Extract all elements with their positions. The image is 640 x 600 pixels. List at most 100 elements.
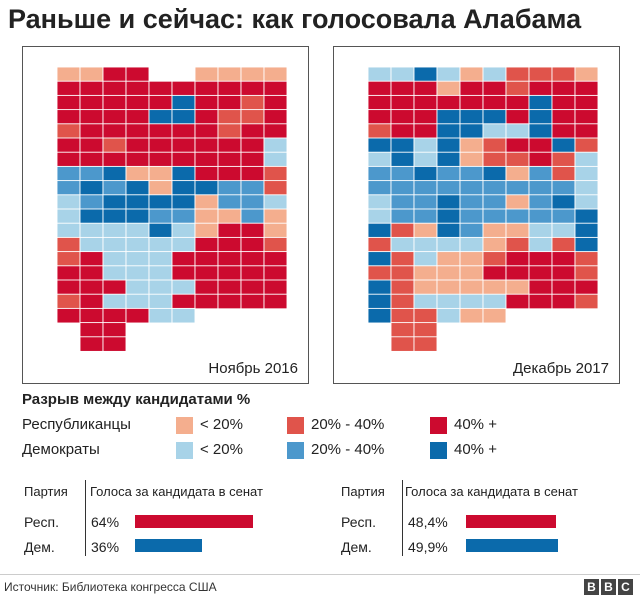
county-cell xyxy=(436,66,461,83)
county-cell xyxy=(528,293,553,310)
county-cell xyxy=(194,180,219,196)
county-cell xyxy=(263,251,288,267)
table-2017-divider xyxy=(402,480,403,556)
county-cell xyxy=(482,165,507,182)
county-cell xyxy=(56,180,81,196)
county-cell xyxy=(217,123,242,139)
county-cell xyxy=(102,236,127,253)
legend-label-democrats: Демократы xyxy=(22,441,100,458)
county-cell xyxy=(194,66,219,83)
map-caption-2016: Ноябрь 2016 xyxy=(206,360,300,377)
county-cell xyxy=(79,336,104,352)
county-cell xyxy=(459,279,484,296)
legend-swatch-rep-lt20 xyxy=(176,417,193,434)
page-title: Раньше и сейчас: как голосовала Алабама xyxy=(8,4,582,34)
county-cell xyxy=(551,151,576,168)
county-cell xyxy=(79,94,104,111)
county-cell xyxy=(367,236,392,253)
county-cell xyxy=(413,109,438,125)
county-cell xyxy=(56,265,81,281)
county-cell xyxy=(436,236,461,253)
county-cell xyxy=(125,208,150,225)
table-2017-header-party: Партия xyxy=(341,484,385,499)
county-cell xyxy=(125,279,150,296)
county-cell xyxy=(148,94,173,111)
county-cell xyxy=(551,66,576,83)
county-cell xyxy=(574,194,599,210)
county-cell xyxy=(171,222,196,239)
county-cell xyxy=(102,123,127,139)
county-cell xyxy=(125,94,150,111)
table-2016-bar-rep xyxy=(135,515,254,528)
table-2017-pct-rep: 48,4% xyxy=(408,514,448,530)
county-cell xyxy=(102,251,127,267)
table-2016-pct-dem: 36% xyxy=(91,539,120,555)
county-cell xyxy=(551,194,576,210)
county-cell xyxy=(482,265,507,281)
county-cell xyxy=(436,165,461,182)
county-cell xyxy=(436,151,461,168)
county-cell xyxy=(125,80,150,97)
county-cell xyxy=(413,236,438,253)
county-cell xyxy=(79,151,104,168)
table-2017-header-votes: Голоса за кандидата в сенат xyxy=(405,484,578,499)
county-cell xyxy=(528,222,553,239)
county-cell xyxy=(505,180,530,196)
county-cell xyxy=(551,222,576,239)
county-cell xyxy=(505,109,530,125)
county-cell xyxy=(194,123,219,139)
county-cell xyxy=(148,165,173,182)
county-cell xyxy=(79,180,104,196)
county-cell xyxy=(240,236,265,253)
county-cell xyxy=(482,279,507,296)
county-cell xyxy=(551,180,576,196)
county-cell xyxy=(551,279,576,296)
county-cell xyxy=(436,279,461,296)
county-cell xyxy=(459,222,484,239)
county-cell xyxy=(551,94,576,111)
county-cell xyxy=(528,279,553,296)
county-cell xyxy=(413,336,438,352)
county-cell xyxy=(217,194,242,210)
county-cell xyxy=(148,151,173,168)
county-cell xyxy=(263,137,288,154)
county-cell xyxy=(367,251,392,267)
county-cell xyxy=(459,123,484,139)
county-cell xyxy=(79,307,104,324)
county-cell xyxy=(367,66,392,83)
county-cell xyxy=(436,94,461,111)
county-cell xyxy=(217,151,242,168)
county-cell xyxy=(505,194,530,210)
county-cell xyxy=(436,180,461,196)
county-cell xyxy=(459,80,484,97)
county-cell xyxy=(390,137,415,154)
county-cell xyxy=(194,137,219,154)
county-cell xyxy=(574,151,599,168)
county-cell xyxy=(528,109,553,125)
county-cell xyxy=(505,66,530,83)
county-cell xyxy=(56,251,81,267)
county-cell xyxy=(551,80,576,97)
legend-item-dem-20-40: 20% - 40% xyxy=(311,441,385,458)
county-cell xyxy=(263,208,288,225)
county-cell xyxy=(390,123,415,139)
county-cell xyxy=(194,94,219,111)
county-cell xyxy=(56,66,81,83)
county-cell xyxy=(505,94,530,111)
county-cell xyxy=(413,279,438,296)
county-cell xyxy=(574,180,599,196)
county-cell xyxy=(482,151,507,168)
legend-swatch-rep-20-40 xyxy=(287,417,304,434)
county-cell xyxy=(148,236,173,253)
legend-swatch-dem-lt20 xyxy=(176,442,193,459)
county-cell xyxy=(367,151,392,168)
county-cell xyxy=(125,151,150,168)
legend-item-rep-20-40: 20% - 40% xyxy=(311,416,385,433)
county-cell xyxy=(390,322,415,338)
county-cell xyxy=(79,322,104,338)
county-cell xyxy=(551,293,576,310)
county-cell xyxy=(125,109,150,125)
county-cell xyxy=(240,265,265,281)
county-cell xyxy=(194,222,219,239)
county-cell xyxy=(505,137,530,154)
